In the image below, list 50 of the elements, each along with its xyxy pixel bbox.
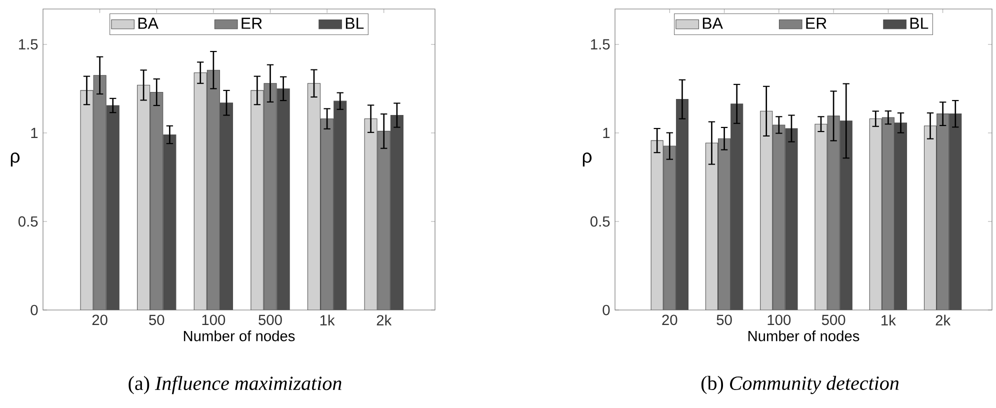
text: (b) Community detection <box>701 376 899 394</box>
x-tick-label: 500 <box>258 314 282 326</box>
bar <box>827 116 840 310</box>
bar <box>650 140 664 310</box>
x-tick-label: 1k <box>320 314 335 326</box>
bar <box>307 83 321 310</box>
bar <box>718 138 731 310</box>
bar <box>705 142 718 310</box>
x-tick-label: 50 <box>716 314 732 326</box>
y-axis-title: ρ <box>10 152 20 166</box>
bar <box>194 72 207 310</box>
legend-label: ER <box>242 18 262 29</box>
y-tick-label: 0.5 <box>590 216 610 227</box>
x-tick-label: 100 <box>202 314 226 326</box>
bar <box>936 114 950 310</box>
y-tick-label: 1 <box>603 128 610 138</box>
bar <box>663 146 676 310</box>
bar <box>924 126 937 310</box>
legend-label: BA <box>702 18 723 29</box>
y-tick-label: 0 <box>30 304 38 316</box>
bar <box>882 117 894 310</box>
y-tick-label: 1.5 <box>591 39 610 50</box>
x-tick-label: 2k <box>936 314 951 326</box>
legend-label: ER <box>806 18 826 29</box>
y-tick-label: 1.5 <box>19 39 38 50</box>
x-tick-label: 20 <box>662 314 678 326</box>
bar <box>364 118 378 310</box>
x-tick-label: 100 <box>768 314 791 326</box>
bar <box>80 90 94 310</box>
bar <box>772 124 786 310</box>
x-tick-label: 1k <box>882 314 896 326</box>
bar <box>250 90 264 310</box>
y-axis-title: ρ <box>582 152 592 166</box>
bar <box>869 118 882 310</box>
legend-label: BA <box>138 18 158 29</box>
y-tick-label: 0.5 <box>18 216 38 227</box>
x-tick-label: 20 <box>92 314 108 326</box>
x-tick-label: 500 <box>822 314 846 326</box>
x-axis-title: Number of nodes <box>184 330 295 342</box>
legend-label: BL <box>910 18 928 29</box>
text: (a) Influence maximization <box>128 376 342 394</box>
legend-label: BL <box>346 18 364 29</box>
bar <box>814 124 828 310</box>
y-tick-label: 0 <box>602 304 610 316</box>
y-tick-label: 1 <box>31 128 38 138</box>
x-axis-title: Number of nodes <box>748 330 860 342</box>
x-tick-label: 50 <box>149 314 164 326</box>
bar <box>137 84 150 310</box>
x-tick-label: 2k <box>376 314 392 326</box>
bar <box>760 110 773 310</box>
